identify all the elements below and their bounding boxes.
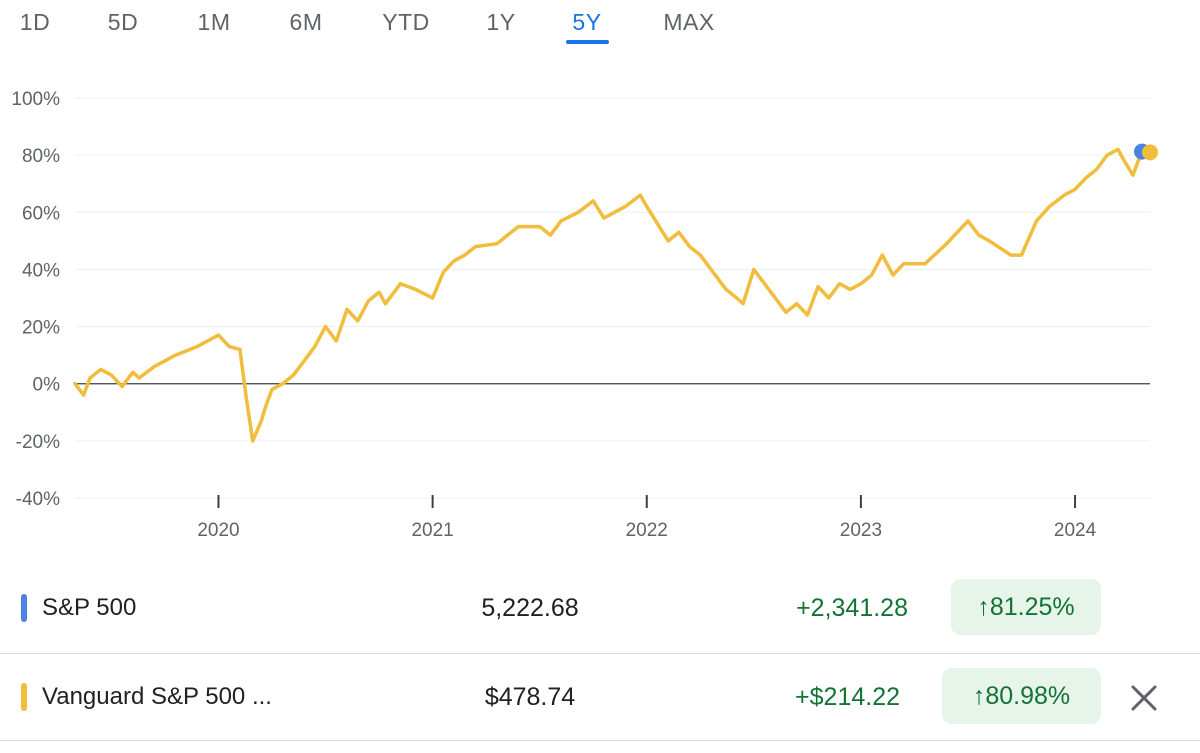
chart-series: [73, 143, 1158, 443]
sp500-series-line: [73, 147, 1152, 443]
y-tick-label: 100%: [11, 89, 60, 110]
sp500-price: 5,222.68: [481, 594, 579, 622]
active-tab-indicator: [566, 40, 609, 44]
tab-6m[interactable]: 6M: [289, 9, 323, 35]
y-tick-label: -40%: [16, 489, 60, 510]
range-tabs: 1D 5D 1M 6M YTD 1Y 5Y MAX: [0, 0, 1200, 48]
x-axis: 2020 2021 2022 2023 2024: [75, 495, 1150, 541]
x-tick-label: 2023: [840, 520, 882, 541]
tab-1d[interactable]: 1D: [19, 9, 51, 35]
y-tick-label: 20%: [22, 318, 60, 339]
tab-1m[interactable]: 1M: [197, 9, 231, 35]
sp500-percent: 81.25%: [989, 593, 1075, 621]
arrow-up-icon: ↑: [972, 682, 986, 710]
legend-row-vanguard[interactable]: Vanguard S&P 500 ... $478.74 +$214.22 ↑8…: [0, 653, 1200, 741]
chart-grid: [75, 97, 1150, 499]
vanguard-series-line: [73, 147, 1152, 443]
sp500-name: S&P 500: [42, 594, 137, 621]
x-tick-label: 2022: [626, 520, 668, 541]
sp500-percent-badge: ↑81.25%: [951, 579, 1101, 635]
x-tick-label: 2024: [1054, 520, 1097, 541]
legend-row-sp500[interactable]: S&P 500 5,222.68 +2,341.28 ↑81.25%: [0, 565, 1200, 651]
tab-5y[interactable]: 5Y: [572, 9, 602, 35]
tab-1y[interactable]: 1Y: [486, 9, 516, 35]
tab-max[interactable]: MAX: [663, 9, 715, 35]
vanguard-percent: 80.98%: [985, 682, 1071, 710]
y-tick-label: 0%: [33, 375, 61, 396]
y-tick-label: 80%: [22, 146, 60, 167]
close-icon[interactable]: [1126, 680, 1162, 716]
vanguard-percent-badge: ↑80.98%: [942, 668, 1101, 724]
y-axis-labels: 100% 80% 60% 40% 20% 0% -20% -40%: [11, 89, 60, 510]
vanguard-color-swatch: [21, 683, 27, 711]
tab-5d[interactable]: 5D: [107, 9, 139, 35]
performance-chart[interactable]: 100%80%60%40%20%0%-20%-40% 2020 2021 2022 2…: [0, 60, 1200, 560]
sp500-change: +2,341.28: [796, 594, 908, 622]
vanguard-name: Vanguard S&P 500 ...: [42, 683, 272, 710]
x-tick-label: 2021: [411, 520, 453, 541]
y-tick-label: 40%: [22, 260, 60, 281]
vanguard-endpoint-marker: [1142, 144, 1158, 161]
x-tick-label: 2020: [197, 520, 239, 541]
tab-ytd[interactable]: YTD: [382, 9, 430, 35]
y-tick-label: -20%: [16, 432, 60, 453]
sp500-color-swatch: [21, 594, 27, 622]
arrow-up-icon: ↑: [977, 593, 990, 621]
vanguard-price: $478.74: [484, 683, 576, 711]
y-tick-label: 60%: [22, 203, 60, 224]
vanguard-change: +$214.22: [795, 683, 900, 711]
